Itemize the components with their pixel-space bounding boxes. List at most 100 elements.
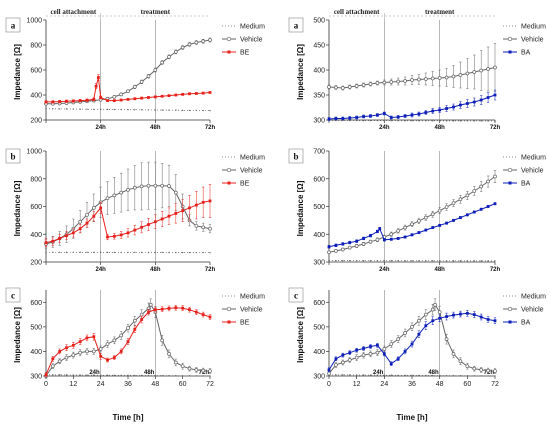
point-vehicle	[430, 307, 435, 312]
point-medium	[86, 374, 88, 376]
point-medium	[362, 259, 365, 262]
point-be	[188, 308, 191, 312]
point-be	[140, 225, 144, 229]
point-medium	[45, 108, 47, 110]
point-vehicle	[208, 226, 212, 231]
point-be	[71, 99, 75, 103]
point-medium	[355, 374, 358, 376]
y-tick-label: 600	[30, 300, 42, 307]
point-vehicle	[368, 352, 373, 356]
point-medium	[397, 120, 399, 122]
phase-label-cell-attachment: cell attachment	[50, 8, 96, 16]
time-marker-label: 48h	[428, 370, 439, 376]
point-medium	[113, 251, 116, 254]
point-medium	[383, 119, 386, 122]
point-vehicle	[327, 371, 331, 376]
point-medium	[188, 375, 191, 377]
point-medium	[161, 251, 163, 254]
point-vehicle	[451, 201, 456, 206]
legend-label-be: BE	[240, 181, 250, 188]
point-ba	[376, 113, 379, 117]
point-ba	[403, 114, 407, 118]
point-medium	[79, 108, 81, 110]
series-vehicle	[327, 43, 497, 92]
point-be	[133, 97, 137, 101]
series-vehicle-line	[328, 176, 496, 253]
point-ba	[438, 316, 442, 320]
point-vehicle	[173, 360, 178, 365]
point-be	[201, 313, 205, 316]
point-vehicle	[375, 350, 380, 355]
y-tick-label: 200	[30, 260, 42, 267]
chart-panel-b-be: b Impedance [Ω] 200 400 600 800 1000 24h 48h 72h M…	[5, 149, 265, 273]
point-medium	[445, 374, 448, 377]
point-be	[140, 318, 144, 321]
point-vehicle	[119, 190, 124, 195]
point-ba	[424, 324, 428, 328]
point-be	[44, 373, 48, 377]
point-vehicle	[180, 364, 185, 369]
point-medium	[425, 260, 427, 262]
y-axis-title: Impedance [Ω]	[13, 44, 22, 100]
point-vehicle	[334, 363, 338, 367]
point-ba	[479, 98, 483, 102]
point-be	[78, 340, 82, 343]
x-tick-label: 12	[353, 381, 361, 388]
y-tick-label: 600	[30, 204, 42, 211]
point-medium	[355, 119, 358, 122]
point-be	[65, 346, 68, 350]
point-vehicle	[180, 45, 185, 50]
point-vehicle	[479, 68, 484, 73]
point-medium	[113, 108, 116, 111]
point-vehicle	[139, 80, 144, 84]
point-be	[51, 357, 55, 361]
point-ba	[459, 312, 462, 316]
point-vehicle	[430, 212, 435, 217]
point-medium	[494, 120, 496, 122]
point-vehicle	[361, 353, 366, 357]
point-medium	[473, 120, 475, 122]
point-medium	[383, 374, 386, 376]
point-vehicle	[479, 184, 484, 189]
point-medium	[494, 375, 496, 377]
point-medium	[161, 374, 163, 377]
chart-panel-b-ba: b Impedance [Ω] 300 400 500 600 700 24h 48h 72h Me…	[288, 149, 546, 273]
panel-letter-box	[288, 17, 304, 33]
x-tick-label: 12	[69, 381, 77, 388]
point-medium	[376, 374, 379, 376]
point-ba	[465, 213, 469, 217]
point-vehicle	[173, 190, 178, 195]
point-medium	[459, 375, 462, 377]
point-vehicle	[153, 68, 158, 72]
point-vehicle	[433, 302, 437, 307]
x-axis-title: Time [h]	[113, 413, 144, 422]
y-axis-title: Impedance [Ω]	[13, 307, 22, 363]
point-medium	[466, 120, 469, 122]
point-vehicle	[126, 89, 130, 94]
point-be	[181, 306, 185, 310]
point-medium	[445, 260, 448, 262]
point-vehicle	[126, 326, 130, 330]
point-be	[153, 220, 157, 224]
point-vehicle	[105, 342, 110, 346]
point-vehicle	[493, 65, 497, 70]
point-ba	[431, 226, 435, 229]
point-medium	[65, 108, 68, 110]
point-medium	[418, 374, 420, 377]
point-medium	[376, 259, 379, 262]
point-be	[153, 95, 157, 99]
point-vehicle	[201, 368, 206, 373]
point-vehicle	[430, 76, 435, 81]
x-tick-label: 72	[206, 381, 214, 388]
chart-panel-c-ba: c Impedance [Ω] 300 400 500 600 0 12 24 36 48 60 72 2…	[288, 287, 546, 422]
point-medium	[106, 251, 109, 254]
point-be	[147, 223, 150, 226]
point-ba	[445, 315, 448, 318]
point-medium	[168, 374, 170, 377]
point-vehicle	[472, 70, 477, 74]
point-medium	[99, 108, 102, 111]
point-vehicle	[167, 184, 171, 188]
point-be	[99, 354, 103, 358]
point-vehicle	[396, 79, 401, 84]
